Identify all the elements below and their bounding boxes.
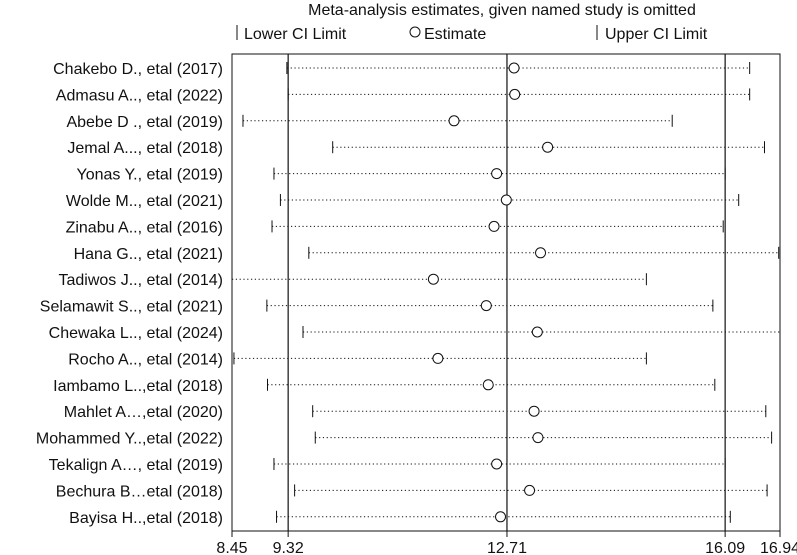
plot-frame bbox=[231, 53, 781, 532]
study-row: Mohammed Y..,etal (2022) bbox=[36, 431, 773, 448]
study-label: Hana G.., etal (2021) bbox=[74, 246, 223, 263]
estimate-marker bbox=[535, 247, 547, 259]
study-label: Admasu A.., etal (2022) bbox=[56, 87, 223, 104]
legend-estimate-label: Estimate bbox=[424, 26, 486, 43]
study-label: Jemal A..., etal (2018) bbox=[67, 140, 223, 157]
estimate-marker bbox=[508, 62, 520, 74]
x-axis: 8.45 9.32 12.71 16.09 16.94 bbox=[216, 531, 797, 555]
study-label: Iambamo L..,etal (2018) bbox=[53, 378, 223, 395]
estimate-marker bbox=[488, 220, 500, 232]
estimate-marker bbox=[531, 326, 543, 338]
estimate-marker bbox=[532, 432, 544, 444]
x-tick-label: 8.45 bbox=[216, 540, 247, 555]
study-row: Admasu A.., etal (2022) bbox=[56, 87, 751, 104]
study-label: Zinabu A.., etal (2016) bbox=[66, 219, 223, 236]
estimate-marker bbox=[427, 273, 439, 285]
study-row: Selamawit S.., etal (2021) bbox=[40, 299, 714, 316]
estimate-marker bbox=[509, 88, 521, 100]
estimate-marker bbox=[495, 511, 507, 523]
x-tick-label: 16.94 bbox=[760, 540, 797, 555]
estimate-marker bbox=[524, 484, 536, 496]
study-row: Chakebo D., etal (2017) bbox=[53, 61, 751, 78]
study-row: Wolde M.., etal (2021) bbox=[66, 193, 740, 210]
estimate-marker bbox=[491, 168, 503, 180]
study-row: Mahlet A…,etal (2020) bbox=[64, 404, 767, 421]
study-row: Bayisa H..,etal (2018) bbox=[69, 510, 731, 527]
study-row: Tekalign A…, etal (2019) bbox=[49, 457, 726, 474]
study-label: Wolde M.., etal (2021) bbox=[66, 193, 223, 210]
legend-upper-label: Upper CI Limit bbox=[605, 26, 708, 43]
study-row: Iambamo L..,etal (2018) bbox=[53, 378, 716, 395]
study-label: Tadiwos J.., etal (2014) bbox=[58, 272, 223, 289]
study-label: Selamawit S.., etal (2021) bbox=[40, 299, 223, 316]
study-label: Chakebo D., etal (2017) bbox=[53, 61, 223, 78]
study-row: Zinabu A.., etal (2016) bbox=[66, 219, 724, 236]
study-label: Bechura B…etal (2018) bbox=[56, 483, 223, 500]
x-tick-label: 16.09 bbox=[705, 540, 745, 555]
study-label: Mohammed Y..,etal (2022) bbox=[36, 431, 223, 448]
estimate-marker bbox=[448, 115, 460, 127]
study-label: Yonas Y., etal (2019) bbox=[77, 167, 224, 184]
study-row: Yonas Y., etal (2019) bbox=[77, 167, 726, 184]
study-row: Rocho A.., etal (2014) bbox=[68, 351, 647, 368]
reference-lines bbox=[287, 54, 726, 531]
study-row: Hana G.., etal (2021) bbox=[74, 246, 780, 263]
study-row: Jemal A..., etal (2018) bbox=[67, 140, 766, 157]
x-tick-label: 9.32 bbox=[273, 540, 304, 555]
study-label: Chewaka L.., etal (2024) bbox=[49, 325, 223, 342]
estimate-marker bbox=[491, 458, 503, 470]
study-label: Tekalign A…, etal (2019) bbox=[49, 457, 223, 474]
legend: Lower CI Limit Estimate Upper CI Limit bbox=[236, 25, 708, 43]
study-rows: Chakebo D., etal (2017) Admasu A.., etal … bbox=[36, 61, 781, 527]
study-row: Abebe D ., etal (2019) bbox=[66, 114, 673, 131]
x-tick-label: 12.71 bbox=[487, 540, 527, 555]
estimate-marker bbox=[500, 194, 512, 206]
legend-estimate-marker bbox=[409, 26, 421, 38]
estimate-marker bbox=[480, 300, 492, 312]
study-label: Bayisa H..,etal (2018) bbox=[69, 510, 223, 527]
study-label: Mahlet A…,etal (2020) bbox=[64, 404, 223, 421]
study-row: Tadiwos J.., etal (2014) bbox=[58, 272, 647, 289]
study-label: Abebe D ., etal (2019) bbox=[66, 114, 223, 131]
study-label: Rocho A.., etal (2014) bbox=[68, 351, 223, 368]
study-row: Bechura B…etal (2018) bbox=[56, 483, 768, 500]
estimate-marker bbox=[528, 405, 540, 417]
chart-title: Meta-analysis estimates, given named stu… bbox=[308, 2, 696, 19]
estimate-marker bbox=[482, 379, 494, 391]
legend-lower-label: Lower CI Limit bbox=[244, 26, 347, 43]
estimate-marker bbox=[432, 352, 444, 364]
estimate-marker bbox=[542, 141, 554, 153]
study-row: Chewaka L.., etal (2024) bbox=[49, 325, 781, 342]
